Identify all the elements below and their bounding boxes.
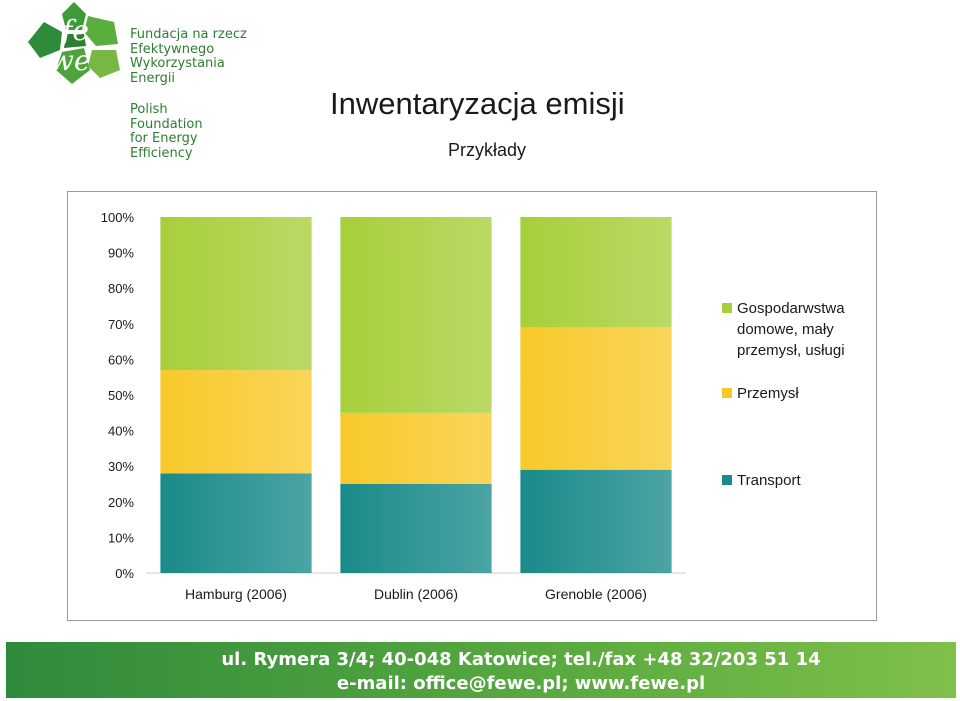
logo-text-en-4: Efficiency — [130, 145, 193, 161]
y-tick-label: 100% — [101, 210, 135, 225]
x-tick-label: Dublin (2006) — [374, 586, 458, 602]
y-tick-label: 70% — [108, 317, 134, 332]
bar-segment — [520, 469, 672, 573]
y-tick-label: 80% — [108, 281, 134, 296]
legend-swatch — [722, 475, 732, 485]
bar-segment — [160, 370, 312, 474]
y-tick-label: 30% — [108, 459, 134, 474]
svg-text:we: we — [50, 44, 91, 77]
chart-frame: 0% 10% 20% 30% 40% 50% 60% 70% 80% 90% 100% Hamburg… — [67, 191, 877, 621]
stacked-bar-chart: 0% 10% 20% 30% 40% 50% 60% 70% 80% 90% 100% Hamburg… — [101, 210, 845, 602]
bar-segment — [160, 473, 312, 573]
page-subtitle: Przykłady — [448, 140, 527, 160]
footer-banner: ul. Rymera 3/4; 40-048 Katowice; tel./fa… — [6, 642, 956, 698]
y-tick-label: 60% — [108, 352, 134, 367]
bar-segment — [160, 217, 312, 371]
y-tick-label: 50% — [108, 388, 134, 403]
bar-segment — [340, 217, 492, 413]
fewe-logo-mark: fe we — [28, 2, 120, 84]
y-tick-label: 90% — [108, 246, 134, 261]
bar-segment — [520, 327, 672, 470]
x-tick-label: Hamburg (2006) — [185, 586, 287, 602]
page-title: Inwentaryzacja emisji — [330, 86, 625, 121]
y-tick-label: 40% — [108, 424, 134, 439]
fewe-logo: fe we — [26, 0, 276, 170]
legend-label: Transport — [737, 472, 801, 489]
svg-text:fe: fe — [60, 14, 89, 47]
x-tick-label: Grenoble (2006) — [545, 586, 647, 602]
logo-text-en-1: Polish — [130, 102, 168, 117]
legend-label: przemysł, usługi — [737, 342, 845, 359]
logo-text: Fundacja na rzecz Efektywnego Wykorzysta… — [130, 27, 247, 161]
legend-swatch — [722, 303, 732, 313]
footer-address: ul. Rymera 3/4; 40-048 Katowice; tel./fa… — [221, 649, 821, 670]
logo-text-pl-4: Energii — [130, 70, 176, 86]
logo-text-pl-1: Fundacja na rzecz — [130, 27, 247, 42]
logo-text-pl-2: Efektywnego — [130, 41, 215, 57]
y-tick-label: 0% — [115, 566, 134, 581]
legend-label: Gospodarwstwa — [737, 300, 845, 317]
y-tick-label: 10% — [108, 530, 134, 545]
legend-label: domowe, mały — [737, 321, 834, 338]
logo-text-pl-3: Wykorzystania — [130, 56, 225, 71]
logo-text-en-3: for Energy — [130, 131, 198, 146]
y-tick-label: 20% — [108, 495, 134, 510]
bar-segment — [340, 484, 492, 573]
bar-segment — [340, 412, 492, 484]
bar-segment — [520, 217, 672, 328]
logo-text-en-2: Foundation — [130, 116, 203, 132]
legend-label: Przemysł — [737, 385, 799, 402]
legend-swatch — [722, 388, 732, 398]
footer-contact: e-mail: office@fewe.pl; www.fewe.pl — [336, 673, 706, 694]
